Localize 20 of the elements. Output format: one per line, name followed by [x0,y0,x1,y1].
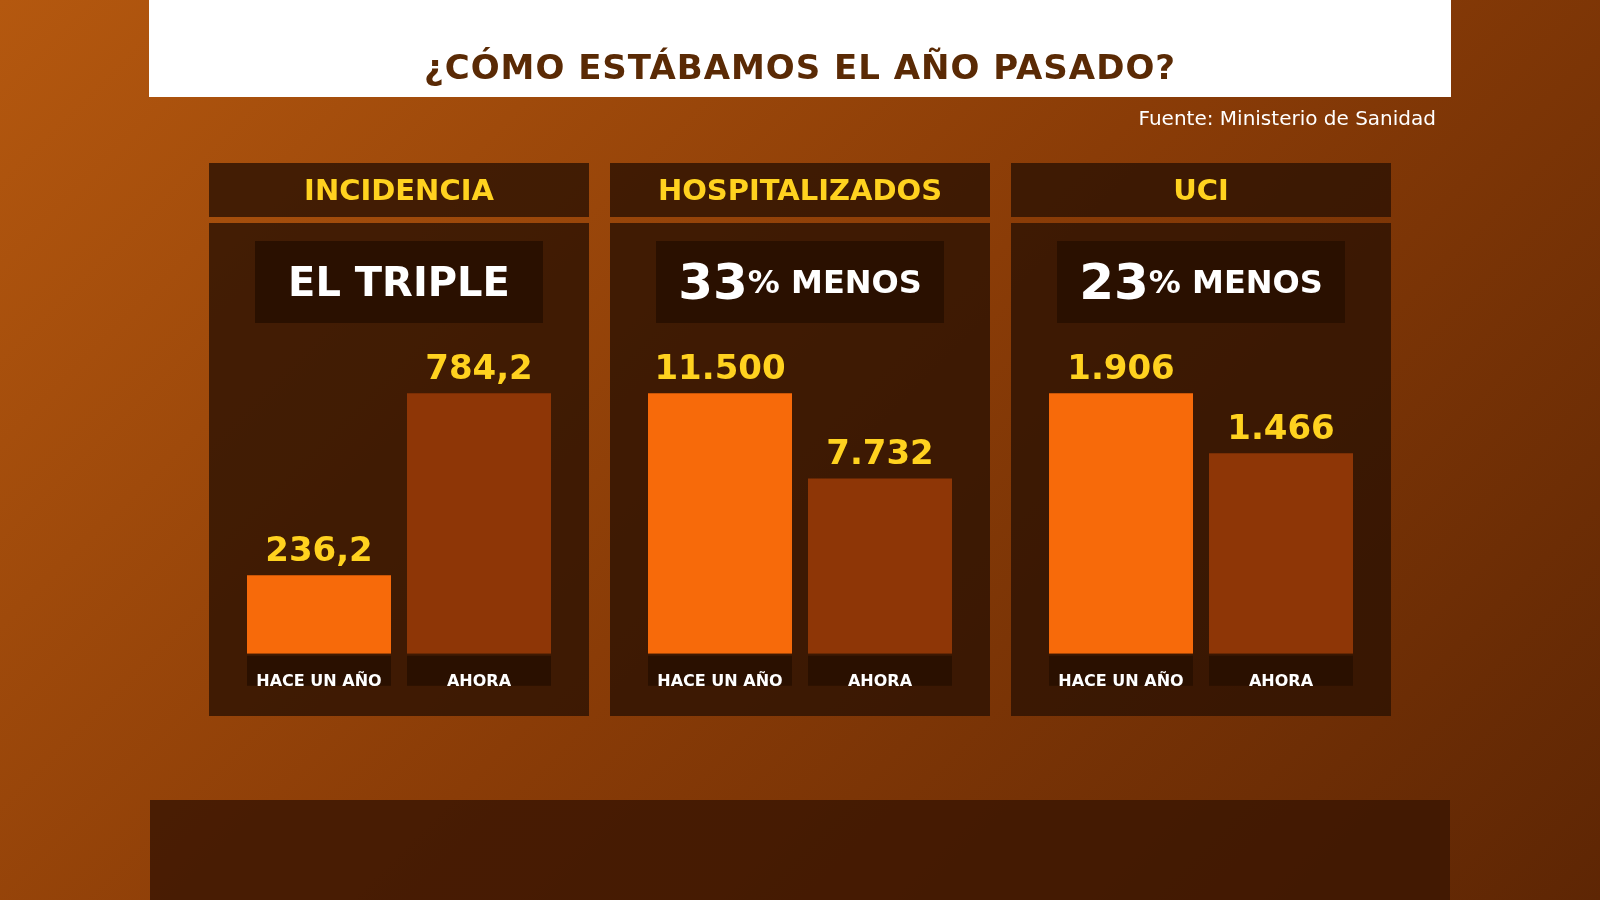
chart-subtitle: 33% MENOS [678,253,922,311]
chart-title: INCIDENCIA [209,163,589,217]
data-label: 1.906 [1067,346,1175,387]
data-label: 784,2 [425,346,533,387]
data-label: 236,2 [265,529,373,570]
data-label: 7.732 [826,432,934,473]
chart-title: HOSPITALIZADOS [610,163,990,217]
x-tick-label: AHORA [847,670,913,690]
x-tick-label: HACE UN AÑO [657,670,783,690]
x-tick-label: HACE UN AÑO [1058,670,1184,690]
chart-subtitle: EL TRIPLE [255,241,543,323]
chart-title: UCI [1011,163,1391,217]
x-tick-label: AHORA [446,670,512,690]
source-note: Fuente: Ministerio de Sanidad [1138,106,1436,130]
data-label: 11.500 [654,346,786,387]
data-label: 1.466 [1227,407,1335,448]
chart-subtitle: 23% MENOS [1079,253,1323,311]
x-tick-label: HACE UN AÑO [256,670,382,690]
x-tick-label: AHORA [1248,670,1314,690]
text: ¿CÓMO ESTÁBAMOS EL AÑO PASADO? [423,47,1177,87]
